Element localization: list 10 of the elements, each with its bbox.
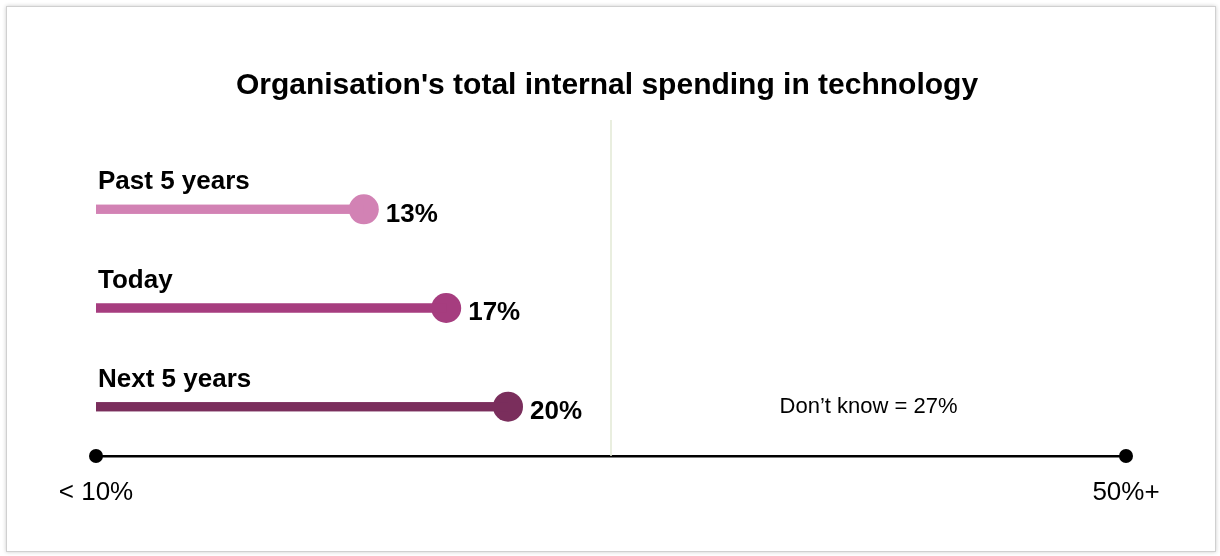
annotation: Don’t know = 27% — [779, 392, 958, 418]
chart-title: Organisation's total internal spending in technology — [235, 67, 979, 101]
data-label: 17% — [468, 296, 521, 327]
y-tick-label: Past 5 years — [98, 165, 250, 196]
data-label: 13% — [385, 197, 438, 228]
y-tick-label: Today — [98, 264, 174, 294]
data-label: 20% — [530, 394, 583, 425]
text: 50%+ — [1092, 476, 1160, 507]
text: < 10% — [58, 476, 134, 507]
y-tick-label: Next 5 years — [98, 362, 252, 393]
